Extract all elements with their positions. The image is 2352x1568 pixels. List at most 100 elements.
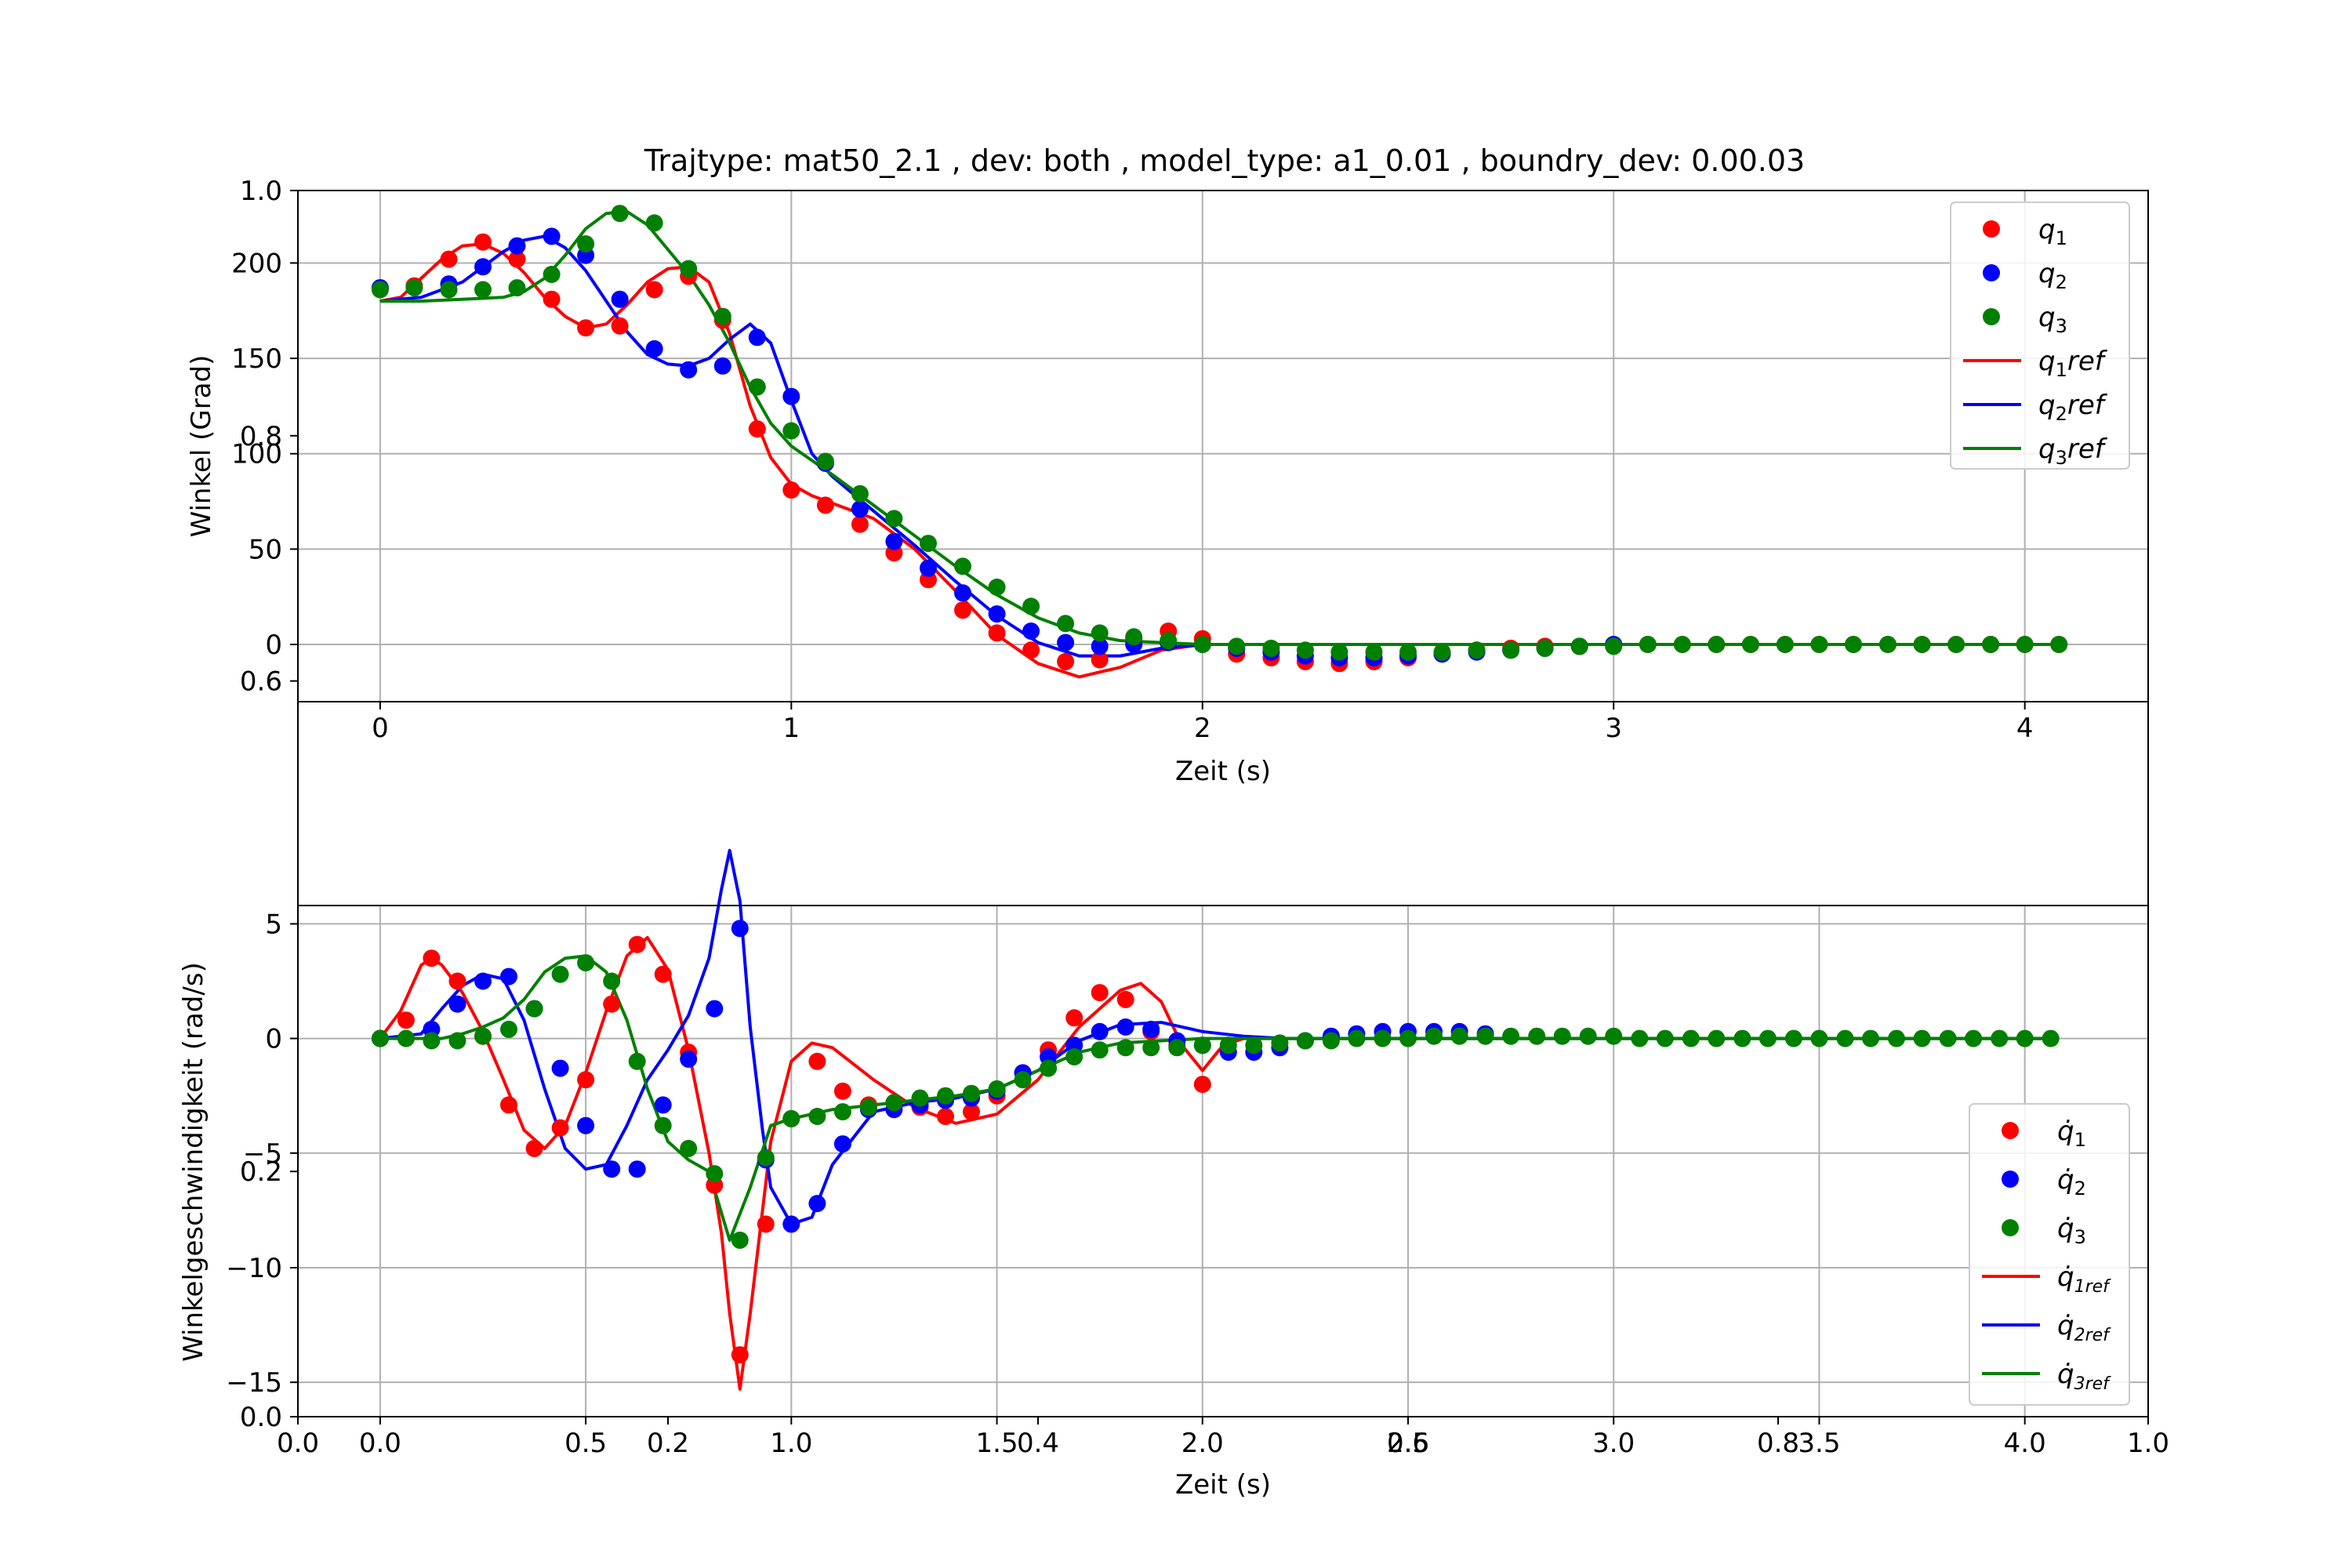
- top-chart-panel: 0 1 2 3 4 0 50 100 150 200 Winkel (Grad) Zeit (s)…: [186, 190, 2149, 787]
- bottom-dq2-point: [706, 1000, 724, 1018]
- bottom-dq3-point: [1708, 1029, 1726, 1047]
- bottom-dq1-point: [1091, 984, 1109, 1002]
- bottom-dq3-point: [1091, 1041, 1109, 1059]
- overlay-xtick-label: 0.0: [277, 1428, 319, 1459]
- overlay-ytick-label: 0.2: [240, 1156, 282, 1188]
- overlay-xtick-label: 1.0: [2127, 1428, 2169, 1459]
- top-q3-point: [920, 535, 937, 553]
- top-q3-point: [1982, 636, 2000, 653]
- bottom-ytick-label: 5: [265, 909, 282, 940]
- bottom-dq1-point: [654, 965, 672, 983]
- top-q2-point: [1091, 637, 1109, 655]
- overlay-xtick-label: 0.4: [1017, 1428, 1059, 1459]
- bottom-dq3-point: [1605, 1027, 1623, 1045]
- top-q1-point: [816, 496, 834, 514]
- top-q3-point: [1947, 636, 1965, 653]
- top-q3-point: [405, 279, 423, 297]
- bottom-dq3-point: [911, 1089, 929, 1107]
- top-q3-point: [680, 260, 698, 278]
- top-ytick-label: 0: [265, 630, 282, 661]
- bottom-dq3-point: [859, 1098, 877, 1116]
- bottom-dq3-point: [654, 1116, 672, 1134]
- overlay-axis: 0.0 0.2 0.4 0.6 0.8 1.0 0.0 0.2 0.6 0.8 1.0: [240, 176, 2169, 1459]
- top-q3-point: [1708, 636, 1726, 653]
- top-q2-point: [885, 532, 903, 550]
- top-q1-point: [988, 624, 1006, 642]
- bottom-xtick-label: 4.0: [2004, 1428, 2046, 1459]
- top-ytick-label: 200: [231, 248, 282, 279]
- top-q3-point: [1091, 624, 1109, 642]
- bottom-xtick-label: 3.0: [1592, 1428, 1635, 1459]
- bottom-dq1-point: [1065, 1009, 1083, 1027]
- bottom-chart-panel: 0.0 0.5 1.0 1.5 2.0 2.5 3.0 3.5 4.0 −15 −10 −5 0 5 Wi…: [178, 848, 2149, 1501]
- top-q3-point: [1536, 639, 1554, 657]
- bottom-dq3-point: [1784, 1029, 1802, 1047]
- top-xlabel: Zeit (s): [1175, 756, 1271, 787]
- top-q2-point: [748, 328, 766, 347]
- bottom-dq2-point: [603, 1160, 621, 1178]
- top-q3-point: [1776, 636, 1794, 653]
- top-q3-point: [1502, 641, 1520, 659]
- top-q3-point: [1125, 628, 1143, 646]
- top-q2-point: [508, 237, 526, 255]
- top-q1-point: [851, 515, 869, 533]
- bottom-dq3-point: [1502, 1027, 1520, 1045]
- bottom-dq1-point: [833, 1082, 851, 1100]
- bottom-dq1-point: [731, 1346, 749, 1364]
- top-q3-point: [1639, 636, 1657, 653]
- bottom-measured-points: [371, 920, 2060, 1364]
- top-legend-marker: [1983, 264, 2000, 281]
- overlay-ytick-label: 1.0: [240, 176, 282, 207]
- bottom-axis-ticks: 0.0 0.5 1.0 1.5 2.0 2.5 3.0 3.5 4.0 −15 −10 −5 0 5: [226, 909, 2045, 1459]
- bottom-dq3-point: [371, 1029, 389, 1047]
- overlay-xtick-label: 0.6: [1387, 1428, 1429, 1459]
- bottom-ytick-label: −5: [243, 1138, 282, 1170]
- top-q3-point: [1605, 637, 1623, 655]
- top-q3-point: [1570, 637, 1588, 655]
- bottom-dq3-point: [603, 972, 621, 990]
- bottom-dq3-point: [757, 1149, 775, 1167]
- bottom-xtick-label: 0.5: [564, 1428, 607, 1459]
- bottom-dq2ref-line: [379, 848, 2058, 1226]
- top-q3-point: [1057, 615, 1075, 633]
- bottom-dq3-point: [525, 1000, 543, 1018]
- top-q3-point: [543, 266, 561, 283]
- bottom-dq1-point: [628, 935, 646, 953]
- bottom-dq3-point: [988, 1080, 1006, 1098]
- top-q1-point: [645, 281, 663, 299]
- bottom-dq3-point: [808, 1108, 826, 1125]
- bottom-dq3-point: [423, 1032, 441, 1050]
- top-q3-point: [611, 205, 629, 223]
- top-q3-point: [1228, 637, 1246, 655]
- top-q2-point: [782, 387, 800, 405]
- top-q3-point: [885, 510, 903, 528]
- bottom-dq3-point: [1862, 1029, 1879, 1047]
- top-q3-point: [1296, 641, 1314, 659]
- bottom-dq1-point: [423, 949, 441, 967]
- bottom-dq3-point: [937, 1087, 954, 1105]
- bottom-dq2-point: [448, 995, 466, 1013]
- top-q1-point: [577, 319, 595, 337]
- bottom-dq3-point: [1656, 1029, 1674, 1047]
- bottom-dq3-point: [1553, 1027, 1571, 1045]
- bottom-dq3-point: [731, 1231, 749, 1249]
- bottom-legend-label: q̇1ref: [2057, 1261, 2111, 1297]
- top-q1-point: [508, 250, 526, 268]
- top-q1-point: [748, 420, 766, 438]
- bottom-dq2-point: [654, 1096, 672, 1114]
- top-legend-label: q3: [2038, 302, 2067, 337]
- top-legend-label: q2ref: [2038, 390, 2108, 425]
- bottom-legend-marker: [2002, 1171, 2019, 1188]
- top-q1-point: [782, 481, 800, 499]
- bottom-dq3-point: [1296, 1032, 1314, 1050]
- bottom-dq3-point: [1476, 1027, 1494, 1045]
- bottom-legend-label: q̇3ref: [2057, 1359, 2111, 1394]
- top-ytick-label: 150: [231, 343, 282, 375]
- bottom-legend-label: q̇2ref: [2057, 1310, 2111, 1345]
- bottom-dq3-point: [1631, 1029, 1649, 1047]
- bottom-dq3-point: [1810, 1029, 1828, 1047]
- bottom-xtick-label: 1.5: [976, 1428, 1018, 1459]
- bottom-dq1-point: [937, 1108, 954, 1125]
- top-q3-point: [1845, 636, 1862, 653]
- top-q2-point: [1057, 633, 1075, 652]
